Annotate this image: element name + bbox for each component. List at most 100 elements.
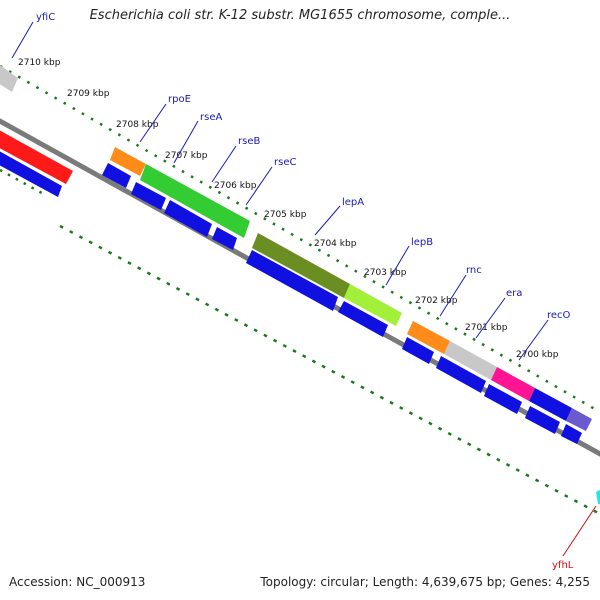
tick-mark bbox=[190, 175, 194, 179]
tick-mark bbox=[172, 164, 176, 168]
feature-purple[interactable] bbox=[566, 408, 592, 431]
tick-mark bbox=[137, 266, 142, 271]
gene-label-rseB: rseB bbox=[238, 136, 260, 147]
tick-label: 2702 kbp bbox=[415, 296, 458, 306]
tick-mark bbox=[195, 297, 200, 302]
tick-mark bbox=[302, 354, 307, 359]
cds-arrow[interactable] bbox=[131, 182, 166, 210]
tick-mark bbox=[53, 96, 58, 100]
cds-arrow[interactable] bbox=[525, 406, 560, 434]
tick-mark bbox=[15, 177, 19, 181]
cds-arrow[interactable] bbox=[212, 227, 237, 250]
tick-mark bbox=[127, 261, 132, 265]
tick-mark bbox=[496, 457, 501, 462]
tick-mark bbox=[214, 307, 219, 312]
tick-mark bbox=[335, 258, 340, 263]
tick-mark bbox=[208, 185, 212, 189]
tick-mark bbox=[345, 264, 349, 268]
cds-arrow[interactable] bbox=[246, 250, 338, 311]
tick-mark bbox=[311, 359, 317, 364]
tick-mark bbox=[217, 190, 222, 195]
tick-label: 2700 kbp bbox=[516, 350, 559, 360]
tick-mark bbox=[418, 416, 423, 421]
cds-arrow[interactable] bbox=[484, 384, 522, 414]
cds-arrow[interactable] bbox=[529, 388, 572, 421]
feature-red[interactable] bbox=[0, 125, 73, 184]
tick-mark bbox=[563, 390, 567, 394]
tick-mark bbox=[581, 400, 585, 405]
tick-mark bbox=[146, 271, 152, 276]
outer-tick-ring bbox=[59, 224, 598, 514]
gene-leaders bbox=[11, 21, 597, 557]
cds-arrow[interactable] bbox=[0, 146, 62, 197]
cds-arrow[interactable] bbox=[402, 337, 434, 364]
tick-mark bbox=[360, 385, 365, 390]
tick-label: 2709 kbp bbox=[67, 89, 110, 99]
feature-rnc[interactable] bbox=[407, 321, 450, 354]
tick-mark bbox=[107, 250, 113, 255]
gene-labels[interactable]: yfiC rpoE rseA rseB rseC lepA lepB rnc e… bbox=[36, 12, 574, 571]
gene-label-yfiC: yfiC bbox=[36, 12, 55, 23]
tick-mark bbox=[175, 287, 181, 291]
feature-lepB[interactable] bbox=[344, 284, 402, 326]
feature-era[interactable] bbox=[444, 341, 497, 380]
tick-label: 2708 kbp bbox=[116, 120, 159, 130]
tick-mark bbox=[381, 285, 385, 289]
tick-mark bbox=[72, 106, 76, 111]
tick-mark bbox=[326, 253, 331, 258]
tick-mark bbox=[282, 343, 287, 348]
tick-mark bbox=[30, 186, 35, 190]
tick-mark bbox=[476, 447, 482, 452]
tick-mark bbox=[317, 248, 322, 252]
accession-text: Accession: NC_000913 bbox=[9, 575, 146, 589]
feature-rpoE[interactable] bbox=[110, 147, 146, 176]
tick-mark bbox=[117, 133, 122, 137]
tick-mark bbox=[98, 245, 103, 250]
tick-mark bbox=[235, 201, 240, 205]
tick-mark bbox=[354, 269, 358, 273]
tick-mark bbox=[135, 143, 140, 148]
cds-arrow[interactable] bbox=[338, 301, 388, 337]
tick-mark bbox=[35, 85, 40, 90]
feature-track[interactable] bbox=[0, 58, 600, 505]
tick-mark bbox=[573, 499, 579, 504]
tick-mark bbox=[59, 224, 64, 229]
tick-mark bbox=[490, 348, 494, 352]
tick-mark bbox=[564, 494, 569, 498]
cds-arrow[interactable] bbox=[164, 200, 212, 237]
feature-grey-partial[interactable] bbox=[0, 58, 18, 92]
cds-arrow[interactable] bbox=[102, 163, 131, 188]
tick-mark bbox=[263, 333, 268, 338]
tick-mark bbox=[508, 358, 513, 363]
tick-mark bbox=[515, 468, 520, 473]
tick-mark bbox=[117, 255, 122, 260]
tick-mark bbox=[590, 405, 595, 410]
tick-mark bbox=[399, 295, 404, 300]
tick-mark bbox=[154, 154, 158, 158]
gene-label-rpoE: rpoE bbox=[168, 94, 191, 105]
tick-label: 2701 kbp bbox=[465, 323, 508, 333]
tick-mark bbox=[472, 337, 476, 342]
tick-mark bbox=[7, 173, 11, 177]
tick-mark bbox=[38, 190, 43, 194]
feature-rseA-rseB[interactable] bbox=[140, 164, 250, 238]
tick-mark bbox=[517, 363, 522, 368]
tick-mark bbox=[435, 316, 440, 321]
tick-mark bbox=[525, 473, 530, 478]
cds-arrow[interactable] bbox=[561, 424, 582, 444]
gene-label-lepB: lepB bbox=[411, 237, 433, 248]
scale-labels: 2710 kbp 2709 kbp 2708 kbp 2707 kbp 2706… bbox=[18, 58, 559, 360]
tick-mark bbox=[544, 483, 549, 488]
tick-mark bbox=[554, 384, 558, 389]
feature-cyan[interactable] bbox=[596, 488, 600, 505]
feature-lepA[interactable] bbox=[252, 233, 350, 298]
tick-mark bbox=[17, 75, 21, 79]
gene-label-lepA: lepA bbox=[342, 197, 364, 208]
tick-mark bbox=[199, 180, 203, 184]
feature-recO[interactable] bbox=[491, 367, 535, 401]
tick-mark bbox=[126, 138, 131, 142]
cds-arrow[interactable] bbox=[436, 356, 486, 393]
tick-mark bbox=[583, 504, 588, 509]
tick-mark bbox=[486, 452, 491, 457]
